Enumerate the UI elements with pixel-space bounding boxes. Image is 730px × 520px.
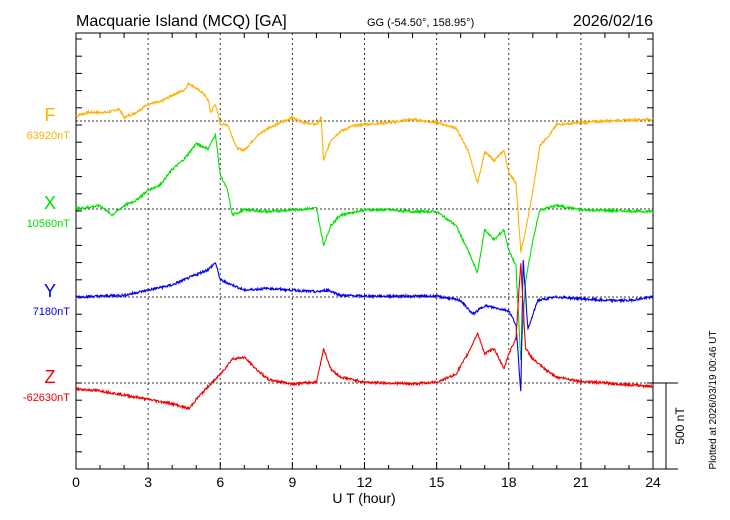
station-title: Macquarie Island (MCQ) [GA] [76, 13, 287, 30]
scale-bar-label: 500 nT [673, 407, 687, 445]
plotted-timestamp: Plotted at 2026/03/19 00:46 UT [708, 331, 719, 470]
series-name-y: Y [44, 281, 56, 301]
baseline-value-y: 7180nT [33, 306, 71, 318]
x-tick-label: 24 [645, 474, 661, 490]
x-tick-labels: 0 3 6 9 12 15 18 21 24 [72, 474, 661, 490]
series-name-f: F [45, 105, 56, 125]
series-group [75, 81, 654, 411]
baseline-value-f: 63920nT [27, 130, 71, 142]
grid [76, 33, 653, 469]
x-tick-label: 12 [357, 474, 373, 490]
x-tick-label: 15 [429, 474, 445, 490]
x-tick-label: 21 [573, 474, 589, 490]
x-axis-label: U T (hour) [332, 490, 395, 506]
coordinates-label: GG (-54.50°, 158.95°) [367, 17, 474, 29]
x-tick-label: 18 [501, 474, 517, 490]
series-name-z: Z [45, 367, 56, 387]
ticks [75, 33, 654, 470]
series-labels: F 63920nT X 10560nT Y 7180nT Z -62630nT [23, 105, 70, 404]
scale-bar: 500 nT [653, 382, 687, 470]
x-tick-label: 0 [72, 474, 80, 490]
series-line-y [75, 260, 654, 392]
series-line-f [75, 81, 654, 254]
baseline-value-x: 10560nT [27, 218, 71, 230]
baseline-value-z: -62630nT [23, 392, 70, 404]
x-tick-label: 6 [216, 474, 224, 490]
x-tick-label: 3 [144, 474, 152, 490]
series-line-x [75, 133, 654, 361]
date-label: 2026/02/16 [573, 13, 653, 30]
x-tick-label: 9 [288, 474, 296, 490]
series-name-x: X [44, 193, 56, 213]
series-line-z [75, 263, 654, 411]
